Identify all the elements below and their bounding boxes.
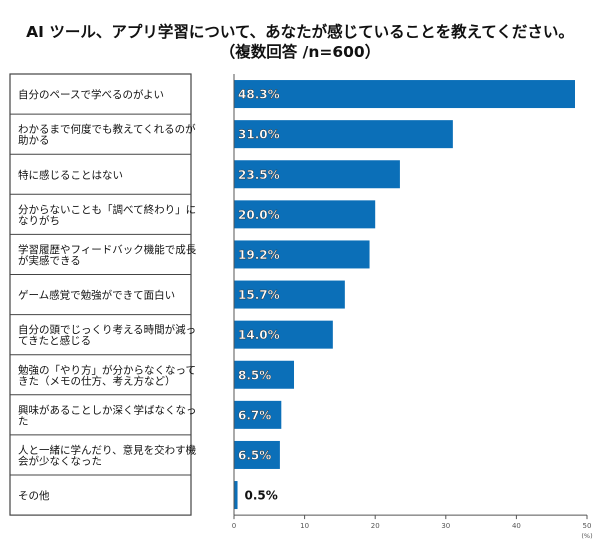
bar <box>234 360 295 389</box>
bar <box>234 320 333 349</box>
bar <box>234 160 400 189</box>
bar <box>234 80 575 109</box>
category-label: ゲーム感覚で勉強ができて面白い <box>18 289 175 302</box>
bar <box>234 440 280 469</box>
x-tick-label: 40 <box>512 522 521 530</box>
x-tick-label: 50 <box>583 522 592 530</box>
data-label: 31.0% <box>238 128 280 142</box>
x-tick-label: 20 <box>371 522 380 530</box>
data-label: 19.2% <box>238 248 280 262</box>
bar <box>234 280 345 309</box>
bar <box>234 200 376 229</box>
label-table <box>9 73 192 516</box>
data-label: 20.0% <box>238 208 280 222</box>
category-label: 分からないことも「調べて終わり」になりがち <box>18 203 196 227</box>
x-tick-label: 10 <box>300 522 309 530</box>
bar <box>234 240 370 269</box>
data-label: 23.5% <box>238 168 280 182</box>
data-label: 8.5% <box>238 368 271 382</box>
data-label: 6.7% <box>238 408 271 422</box>
category-label: 自分のペースで学べるのがよい <box>18 88 164 101</box>
category-label: その他 <box>18 489 50 502</box>
chart-title: AI ツール、アプリ学習について、あなたが感じていることを教えてください。 <box>26 23 574 41</box>
x-tick-label: 0 <box>232 522 236 530</box>
x-unit-label: (%) <box>581 532 592 540</box>
category-label: 特に感じることはない <box>18 168 123 181</box>
bar <box>234 481 238 510</box>
bar <box>234 120 453 149</box>
bar <box>234 400 282 429</box>
category-label: 学習履歴やフィードバック機能で成長が実感できる <box>18 243 197 267</box>
data-label: 48.3% <box>238 88 280 102</box>
data-label: 0.5% <box>245 489 278 503</box>
category-label: 勉強の「やり方」が分からなくなってきた（メモの仕方、考え方など） <box>18 363 196 387</box>
category-label: 自分の頭でじっくり考える時間が減ってきたと感じる <box>18 323 196 347</box>
data-label: 14.0% <box>238 328 280 342</box>
data-label: 6.5% <box>238 448 271 462</box>
data-label: 15.7% <box>238 288 280 302</box>
chart-subtitle: （複数回答 /n=600） <box>219 43 381 61</box>
category-label: わかるまで何度でも教えてくれるのが助かる <box>18 123 196 147</box>
category-label: 興味があることしか深く学ばなくなった <box>18 403 197 427</box>
category-label: 人と一緒に学んだり、意見を交わす機会が少なくなった <box>18 443 197 467</box>
x-tick-label: 30 <box>441 522 450 530</box>
